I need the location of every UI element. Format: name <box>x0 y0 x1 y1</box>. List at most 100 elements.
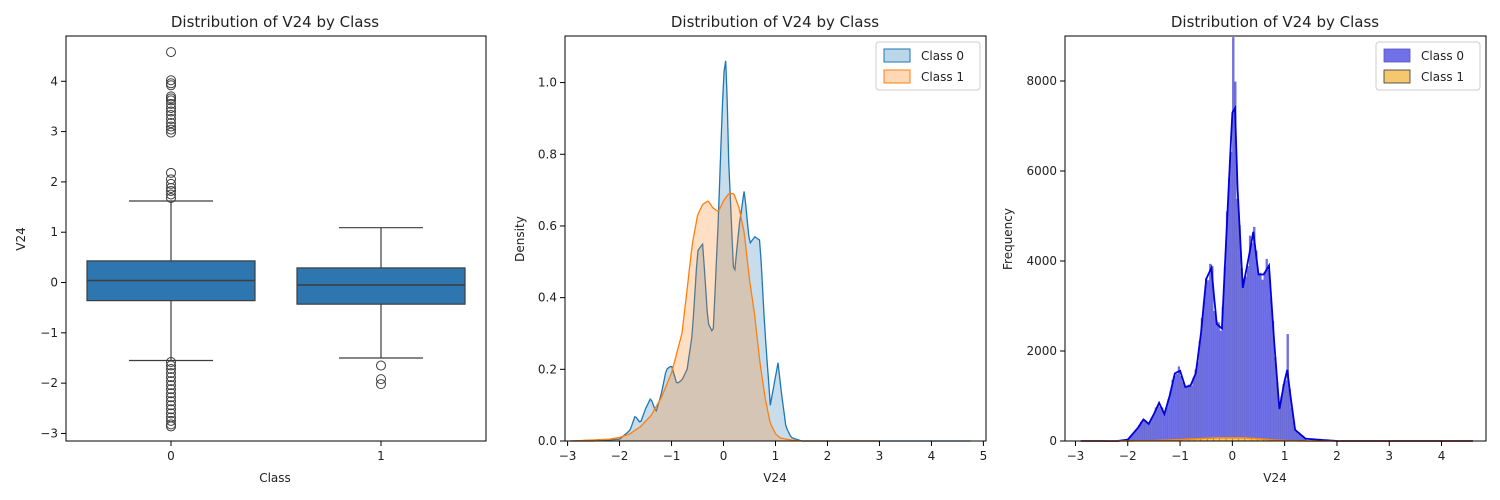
outlier-point <box>166 368 176 379</box>
hist-legend: Class 0 Class 1 <box>1375 41 1481 91</box>
hist-xtick-label: 3 <box>1385 449 1393 463</box>
hist-ytick-label: 2000 <box>1026 344 1057 358</box>
hist-bar <box>1207 280 1210 442</box>
hist-bar <box>1190 385 1193 442</box>
hist-bar <box>1194 369 1197 442</box>
outlier-point <box>166 376 176 387</box>
boxplot-ytick-label: 3 <box>50 125 58 139</box>
kde-legend-swatch-class0 <box>883 48 911 63</box>
box-class-0 <box>86 47 256 432</box>
boxplot-ytick-label: −3 <box>40 426 58 440</box>
boxplot-xtick-label: 1 <box>377 449 385 463</box>
hist-ytick-label: 8000 <box>1026 74 1057 88</box>
hist-bar <box>1269 297 1273 442</box>
hist-bar <box>1255 250 1258 442</box>
hist-bar <box>1278 409 1281 442</box>
hist-bar <box>1261 279 1264 442</box>
hist-bar <box>1263 272 1266 442</box>
hist-bars-class0 <box>1119 37 1306 442</box>
kde-xtick-label: 3 <box>876 449 884 463</box>
boxplot-ytick-label: 0 <box>50 276 58 290</box>
kde-xtick-label: 1 <box>772 449 780 463</box>
kde-frame <box>564 35 987 442</box>
hist-bar <box>1175 374 1178 442</box>
iqr-box <box>296 267 466 305</box>
outlier-point <box>166 384 176 395</box>
hist-xlabel: V24 <box>1263 471 1286 485</box>
outlier-point <box>166 372 176 383</box>
boxplot-xtick-label: 0 <box>167 449 175 463</box>
hist-bar <box>1209 263 1212 442</box>
hist-bar <box>1217 322 1220 442</box>
outlier-point <box>166 400 176 411</box>
hist-bar <box>1163 413 1166 442</box>
outlier-point <box>166 388 176 399</box>
outlier-point <box>166 47 176 58</box>
outlier-point <box>166 167 176 178</box>
boxplot-title: Distribution of V24 by Class <box>171 13 379 31</box>
hist-title: Distribution of V24 by Class <box>1171 13 1379 31</box>
outlier-point <box>166 109 176 120</box>
hist-panel: Distribution of V24 by Class −3 −2 −1 0 1 2 3 4… <box>1001 13 1487 485</box>
hist-xtick-label: 0 <box>1229 449 1237 463</box>
hist-bar <box>1238 225 1241 442</box>
hist-bar <box>1259 272 1262 442</box>
hist-legend-swatch-class1 <box>1383 69 1411 84</box>
hist-bar <box>1257 274 1260 442</box>
kde-legend-label-class1: Class 1 <box>921 70 964 84</box>
hist-bar <box>1236 199 1239 442</box>
boxplot-ytick-label: 1 <box>50 225 58 239</box>
outlier-point <box>166 95 176 106</box>
hist-legend-swatch-class0 <box>1383 48 1411 63</box>
kde-ytick-label: 0.4 <box>538 291 557 305</box>
kde-xtick-label: 0 <box>720 449 728 463</box>
hist-bar <box>1173 376 1176 442</box>
hist-bar <box>1169 391 1172 442</box>
hist-bar <box>1242 278 1245 442</box>
hist-bar <box>1188 384 1191 442</box>
kde-xlabel: V24 <box>763 471 786 485</box>
outlier-point <box>166 380 176 391</box>
outlier-point <box>166 114 176 125</box>
kde-legend: Class 0 Class 1 <box>875 41 981 91</box>
hist-bar <box>1135 429 1139 442</box>
outlier-point <box>166 392 176 403</box>
hist-bar <box>1142 420 1145 442</box>
kde-xtick-label: −1 <box>663 449 681 463</box>
outlier-point <box>166 421 176 432</box>
kde-xtick-label: 5 <box>980 449 988 463</box>
hist-bar <box>1202 301 1206 442</box>
hist-bar <box>1213 311 1216 442</box>
hist-bar <box>1198 341 1201 442</box>
hist-bar <box>1152 414 1155 442</box>
outlier-point <box>166 121 176 132</box>
kde-ylabel: Density <box>513 216 527 262</box>
hist-xtick-label: 4 <box>1438 449 1446 463</box>
outlier-point <box>166 360 176 371</box>
outlier-point <box>166 102 176 113</box>
outlier-point <box>166 98 176 109</box>
outlier-point <box>166 182 176 193</box>
hist-bar <box>1265 258 1268 442</box>
hist-xtick-label: −3 <box>1067 449 1085 463</box>
kde-legend-label-class0: Class 0 <box>921 49 964 63</box>
hist-bar <box>1284 380 1287 442</box>
hist-bar <box>1246 266 1250 442</box>
outlier-point <box>166 193 176 203</box>
hist-bar <box>1192 377 1195 442</box>
hist-legend-label-class1: Class 1 <box>1421 70 1464 84</box>
outlier-point <box>376 360 386 371</box>
kde-plot-area: −3 −2 −1 0 1 2 3 4 5 0.0 0.2 0.4 0.6 0.8 1.0 <box>538 60 988 463</box>
hist-bar <box>1144 420 1147 442</box>
kde-ytick-label: 0.2 <box>538 362 557 376</box>
hist-bar <box>1230 151 1233 442</box>
outlier-point <box>166 75 176 86</box>
kde-xtick-label: −3 <box>559 449 577 463</box>
boxplot-plot-area: 0 1 −3 −2 −1 0 1 2 3 4 <box>40 47 466 463</box>
hist-plot-area: −3 −2 −1 0 1 2 3 4 0 2000 4000 6000 8000 <box>1026 37 1473 463</box>
outlier-point <box>166 118 176 129</box>
hist-ylabel: Frequency <box>1001 208 1015 270</box>
kde-panel: Distribution of V24 by Class −3 −2 −1 0 1 2 3 4… <box>513 13 987 485</box>
hist-bar <box>1205 278 1208 442</box>
